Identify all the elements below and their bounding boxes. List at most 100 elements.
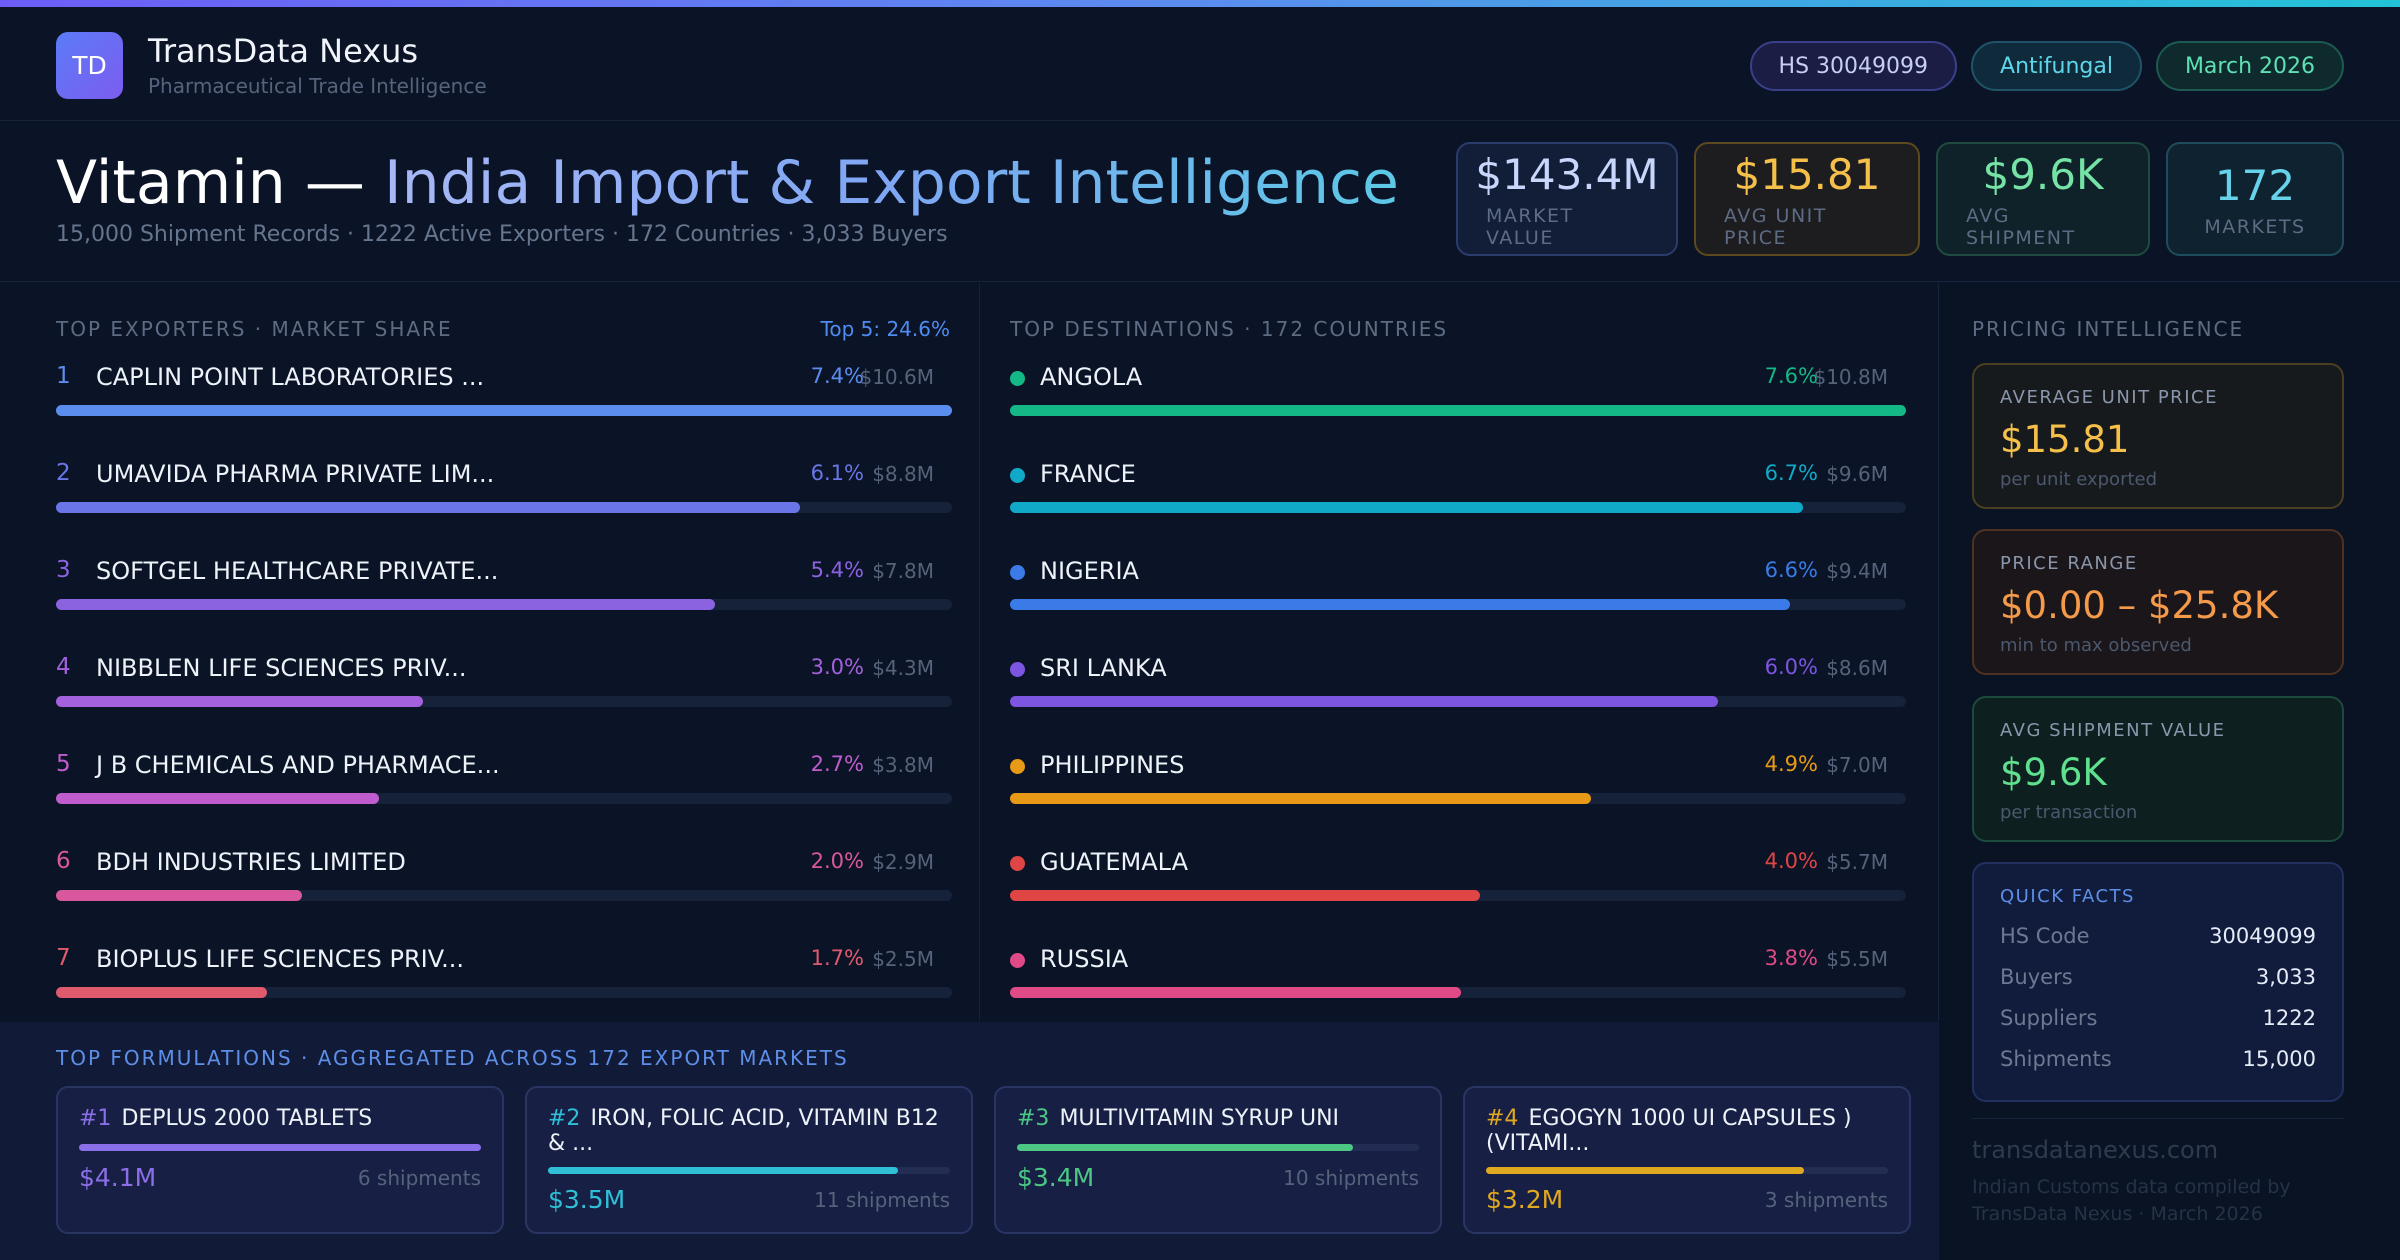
country-share-pct: 6.6% <box>1764 558 1818 582</box>
destination-row[interactable]: FRANCE 6.7% $9.6M <box>1010 460 1906 557</box>
country-value: $9.4M <box>1826 559 1888 583</box>
kpi-stats: $143.4M MARKET VALUE $15.81 AVG UNIT PRI… <box>1456 142 2344 256</box>
country-name: FRANCE <box>1040 460 1136 488</box>
stat-market-value: $143.4M MARKET VALUE <box>1456 142 1678 256</box>
data-credit: Indian Customs data compiled by TransDat… <box>1972 1176 2291 1225</box>
share-bar-fill <box>56 696 424 707</box>
destination-row[interactable]: NIGERIA 6.6% $9.4M <box>1010 557 1906 654</box>
share-bar-track <box>56 890 952 901</box>
formulation-bar-fill <box>79 1144 481 1151</box>
stat-avg-unit-price: $15.81 AVG UNIT PRICE <box>1694 142 1920 256</box>
pricing-title: PRICING INTELLIGENCE <box>1972 317 2245 341</box>
brand-logo[interactable]: TD <box>56 32 123 99</box>
country-share-pct: 6.0% <box>1764 655 1818 679</box>
fact-row: Suppliers 1222 <box>2000 1006 2316 1030</box>
country-dot-icon <box>1010 856 1025 871</box>
share-bar-fill <box>1010 405 1906 416</box>
exporter-name: BDH INDUSTRIES LIMITED <box>96 848 406 876</box>
quick-facts-label: QUICK FACTS <box>2000 886 2135 907</box>
formulation-name: #1 DEPLUS 2000 TABLETS <box>79 1106 481 1131</box>
destination-row[interactable]: RUSSIA 3.8% $5.5M <box>1010 945 1906 1042</box>
share-bar-track <box>1010 599 1906 610</box>
site-link[interactable]: transdatanexus.com <box>1972 1136 2219 1164</box>
formulation-bar-track <box>548 1167 950 1174</box>
brand-name: TransData Nexus <box>148 32 419 70</box>
exporter-value: $2.5M <box>872 947 934 971</box>
exporter-row[interactable]: 5 J B CHEMICALS AND PHARMACE... 2.7% $3.8M <box>56 751 952 848</box>
app-header: TD TransData Nexus Pharmaceutical Trade … <box>0 7 2400 121</box>
exporter-name: J B CHEMICALS AND PHARMACE... <box>96 751 500 779</box>
share-bar-track <box>56 987 952 998</box>
share-bar-fill <box>56 599 715 610</box>
exporter-share-pct: 5.4% <box>810 558 864 582</box>
formulation-card[interactable]: #1 DEPLUS 2000 TABLETS $4.1M 6 shipments <box>56 1086 504 1234</box>
stat-label: AVG UNIT PRICE <box>1724 204 1827 249</box>
share-bar-fill <box>56 405 952 416</box>
title-band: Vitamin — India Import & Export Intellig… <box>0 122 2400 282</box>
exporters-panel: TOP EXPORTERS · MARKET SHARE Top 5: 24.6… <box>0 283 980 1021</box>
card-note: min to max observed <box>2000 635 2192 656</box>
card-label: PRICE RANGE <box>2000 553 2138 574</box>
hs-code-pill[interactable]: HS 30049099 <box>1749 41 1958 91</box>
fact-key: Shipments <box>2000 1047 2112 1071</box>
exporter-share-pct: 3.0% <box>810 655 864 679</box>
share-bar-fill <box>56 793 379 804</box>
country-share-pct: 3.8% <box>1764 946 1818 970</box>
formulation-card[interactable]: #4 EGOGYN 1000 UI CAPSULES ) (VITAMI... $3… <box>1463 1086 1911 1234</box>
formulation-label: MULTIVITAMIN SYRUP UNI <box>1059 1106 1340 1131</box>
formulation-name: #2 IRON, FOLIC ACID, VITAMIN B12 & ... <box>548 1106 950 1156</box>
exporter-row[interactable]: 4 NIBBLEN LIFE SCIENCES PRIV... 3.0% $4.3M <box>56 654 952 751</box>
formulation-value: $4.1M <box>79 1163 157 1192</box>
exporter-share-pct: 2.7% <box>810 752 864 776</box>
exporter-row[interactable]: 3 SOFTGEL HEALTHCARE PRIVATE... 5.4% $7.8M <box>56 557 952 654</box>
exporter-name: CAPLIN POINT LABORATORIES ... <box>96 363 485 391</box>
formulation-shipments: 10 shipments <box>1283 1166 1419 1190</box>
fact-row: Shipments 15,000 <box>2000 1047 2316 1071</box>
destination-row[interactable]: PHILIPPINES 4.9% $7.0M <box>1010 751 1906 848</box>
destination-row[interactable]: GUATEMALA 4.0% $5.7M <box>1010 848 1906 945</box>
stat-avg-shipment: $9.6K AVG SHIPMENT <box>1936 142 2150 256</box>
fact-value: 1222 <box>2262 1006 2316 1030</box>
exporter-rank: 5 <box>56 751 71 777</box>
share-bar-track <box>1010 987 1906 998</box>
formulation-card[interactable]: #3 MULTIVITAMIN SYRUP UNI $3.4M 10 shipment… <box>994 1086 1442 1234</box>
top5-share: Top 5: 24.6% <box>820 317 950 341</box>
share-bar-track <box>56 599 952 610</box>
formulation-bar-track <box>79 1144 481 1151</box>
exporter-row[interactable]: 2 UMAVIDA PHARMA PRIVATE LIM... 6.1% $8.8M <box>56 460 952 557</box>
card-value: $0.00 – $25.8K <box>2000 584 2279 627</box>
card-value: $15.81 <box>2000 418 2130 461</box>
exporter-value: $4.3M <box>872 656 934 680</box>
destination-row[interactable]: ANGOLA 7.6% $10.8M <box>1010 363 1906 460</box>
exporter-row[interactable]: 7 BIOPLUS LIFE SCIENCES PRIV... 1.7% $2.5M <box>56 945 952 1042</box>
formulation-value: $3.2M <box>1486 1185 1564 1214</box>
fact-key: Suppliers <box>2000 1006 2098 1030</box>
exporter-rank: 1 <box>56 363 71 389</box>
country-share-pct: 6.7% <box>1764 461 1818 485</box>
stat-label: MARKETS <box>2204 215 2306 238</box>
country-name: NIGERIA <box>1040 557 1139 585</box>
exporter-name: NIBBLEN LIFE SCIENCES PRIV... <box>96 654 467 682</box>
period-pill[interactable]: March 2026 <box>2155 41 2344 91</box>
destination-row[interactable]: SRI LANKA 6.0% $8.6M <box>1010 654 1906 751</box>
formulation-card[interactable]: #2 IRON, FOLIC ACID, VITAMIN B12 & ... $3.… <box>525 1086 973 1234</box>
formulation-name: #3 MULTIVITAMIN SYRUP UNI <box>1017 1106 1419 1131</box>
exporter-value: $7.8M <box>872 559 934 583</box>
formulation-shipments: 6 shipments <box>357 1166 481 1190</box>
accent-top-line <box>0 0 2400 7</box>
exporter-row[interactable]: 6 BDH INDUSTRIES LIMITED 2.0% $2.9M <box>56 848 952 945</box>
share-bar-track <box>1010 405 1906 416</box>
card-note: per unit exported <box>2000 469 2158 490</box>
exporter-row[interactable]: 1 CAPLIN POINT LABORATORIES ... 7.4% $10.6M <box>56 363 952 460</box>
category-pill[interactable]: Antifungal <box>1971 41 2142 91</box>
fact-value: 30049099 <box>2209 924 2316 948</box>
stat-label: MARKET VALUE <box>1486 204 1574 249</box>
formulation-rank: #4 <box>1486 1106 1519 1131</box>
country-dot-icon <box>1010 468 1025 483</box>
country-dot-icon <box>1010 662 1025 677</box>
stat-value: 172 <box>2214 160 2296 210</box>
share-bar-track <box>56 405 952 416</box>
stat-value: $15.81 <box>1733 149 1881 199</box>
filter-pills: HS 30049099 Antifungal March 2026 <box>1749 41 2344 91</box>
stat-markets: 172 MARKETS <box>2166 142 2344 256</box>
